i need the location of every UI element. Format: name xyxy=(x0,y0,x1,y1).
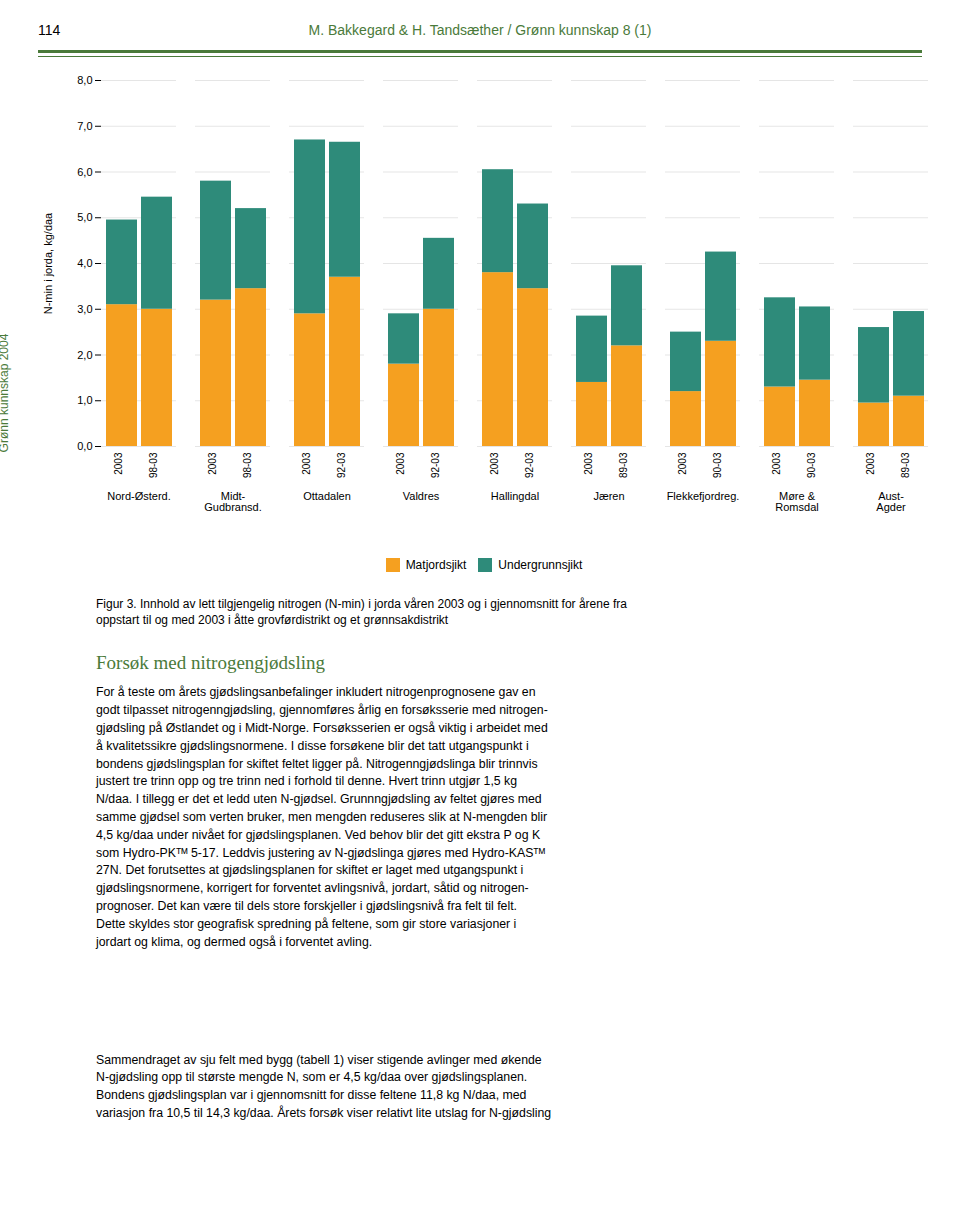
svg-text:8,0: 8,0 xyxy=(77,74,92,86)
svg-text:N-min i jorda, kg/daa: N-min i jorda, kg/daa xyxy=(42,212,54,314)
svg-text:2003: 2003 xyxy=(771,452,782,475)
html-text:For å teste om årets gjødsling: For å teste om årets gjødslingsanbefalin… xyxy=(96,685,548,949)
svg-text:5,0: 5,0 xyxy=(77,211,92,223)
svg-text:7,0: 7,0 xyxy=(77,120,92,132)
svg-text:89-03: 89-03 xyxy=(900,452,911,478)
svg-text:Midt-Gudbransd.: Midt-Gudbransd. xyxy=(204,490,261,513)
svg-text:Ottadalen: Ottadalen xyxy=(303,490,351,502)
svg-text:98-03: 98-03 xyxy=(242,452,253,478)
svg-text:2003: 2003 xyxy=(583,452,594,475)
svg-text:92-03: 92-03 xyxy=(524,452,535,478)
svg-text:90-03: 90-03 xyxy=(806,452,817,478)
svg-text:Nord-Østerd.: Nord-Østerd. xyxy=(107,490,171,502)
svg-text:Møre &Romsdal: Møre &Romsdal xyxy=(775,490,818,513)
html-text:Figur 3. Innhold av lett tilgj: Figur 3. Innhold av lett tilgjengelig ni… xyxy=(96,597,627,627)
svg-text:2003: 2003 xyxy=(865,452,876,475)
svg-text:2003: 2003 xyxy=(207,452,218,475)
svg-text:Valdres: Valdres xyxy=(403,490,440,502)
svg-text:Aust-Agder: Aust-Agder xyxy=(876,490,906,513)
svg-text:89-03: 89-03 xyxy=(618,452,629,478)
svg-text:Jæren: Jæren xyxy=(593,490,624,502)
svg-text:Hallingdal: Hallingdal xyxy=(491,490,539,502)
html-text:Forsøk med nitrogengjødsling: Forsøk med nitrogengjødsling xyxy=(96,652,326,674)
svg-text:92-03: 92-03 xyxy=(430,452,441,478)
html-text:Matjordsjikt: Matjordsjikt xyxy=(405,557,467,572)
svg-text:1,0: 1,0 xyxy=(77,394,92,406)
svg-text:2003: 2003 xyxy=(395,452,406,475)
svg-text:0,0: 0,0 xyxy=(77,440,92,452)
svg-text:98-03: 98-03 xyxy=(148,452,159,478)
html-text:Undergrunnsjikt: Undergrunnsjikt xyxy=(498,557,583,572)
svg-text:2003: 2003 xyxy=(677,452,688,475)
svg-text:2003: 2003 xyxy=(489,452,500,475)
html-text:M. Bakkegard & H. Tandsæther /: M. Bakkegard & H. Tandsæther / Grønn kun… xyxy=(308,22,652,38)
svg-text:2,0: 2,0 xyxy=(77,349,92,361)
svg-text:2003: 2003 xyxy=(113,452,124,475)
html-text:114: 114 xyxy=(38,22,61,38)
svg-text:90-03: 90-03 xyxy=(712,452,723,478)
svg-text:6,0: 6,0 xyxy=(77,166,92,178)
svg-text:Flekkefjordreg.: Flekkefjordreg. xyxy=(667,490,740,502)
svg-text:3,0: 3,0 xyxy=(77,303,92,315)
svg-text:92-03: 92-03 xyxy=(336,452,347,478)
svg-text:4,0: 4,0 xyxy=(77,257,92,269)
html-text:Sammendraget av sju felt med b: Sammendraget av sju felt med bygg (tabel… xyxy=(96,1052,552,1121)
svg-text:2003: 2003 xyxy=(301,452,312,475)
